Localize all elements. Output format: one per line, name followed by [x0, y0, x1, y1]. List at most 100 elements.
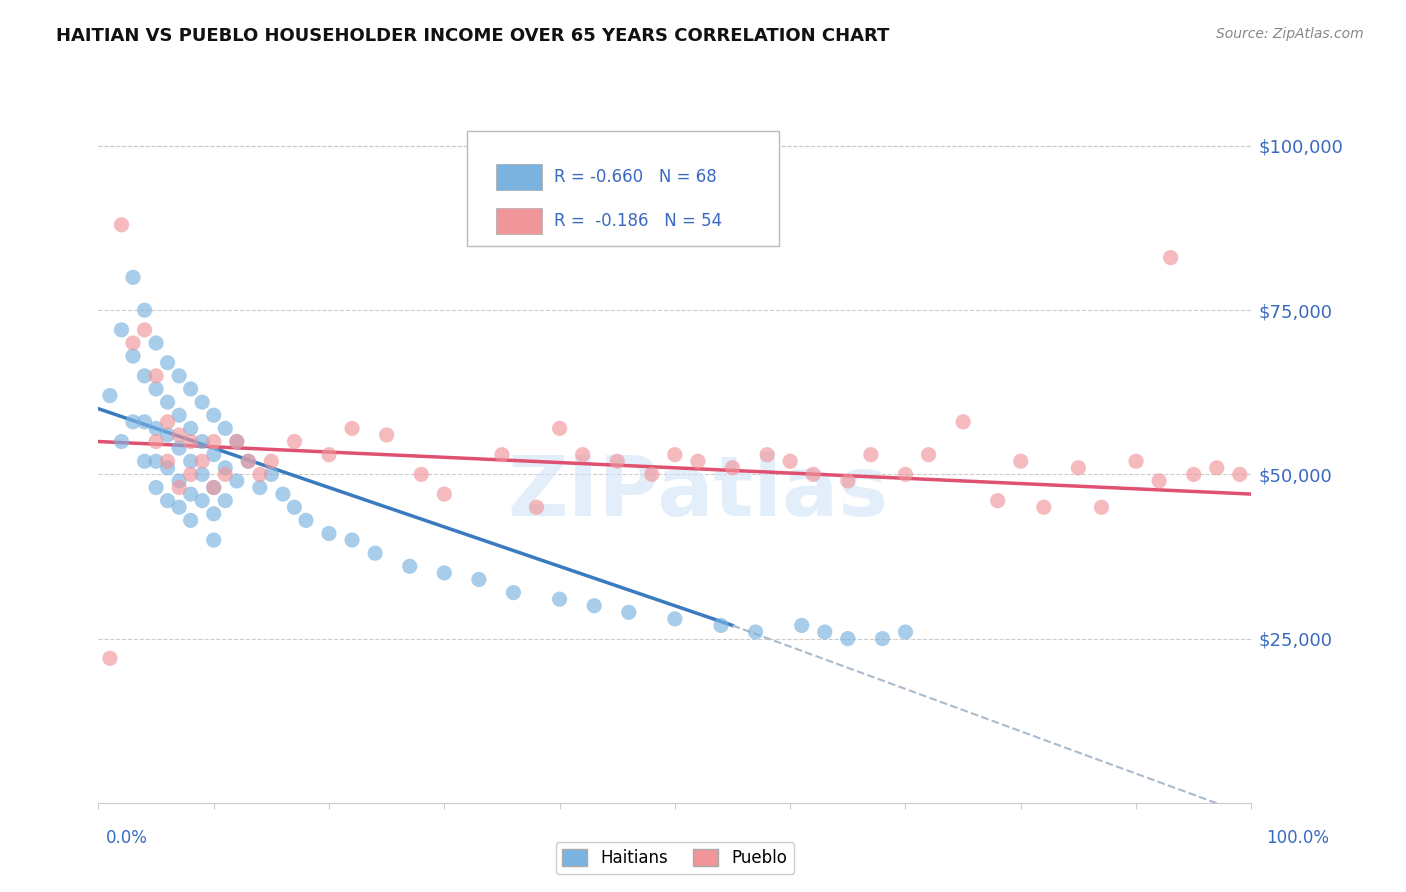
- Text: R = -0.660   N = 68: R = -0.660 N = 68: [554, 168, 717, 186]
- Point: [859, 448, 882, 462]
- Point: [1147, 474, 1170, 488]
- Point: [167, 481, 190, 495]
- Point: [167, 500, 190, 515]
- Point: [167, 428, 190, 442]
- Point: [468, 573, 491, 587]
- Point: [156, 428, 179, 442]
- Point: [145, 434, 167, 449]
- Point: [191, 493, 214, 508]
- Point: [191, 454, 214, 468]
- Point: [814, 625, 837, 640]
- Point: [249, 467, 271, 482]
- Point: [744, 625, 766, 640]
- Point: [110, 323, 132, 337]
- Point: [167, 474, 190, 488]
- Point: [502, 585, 524, 599]
- Point: [145, 421, 167, 435]
- Point: [260, 454, 283, 468]
- Point: [202, 481, 225, 495]
- Point: [214, 467, 236, 482]
- Point: [790, 618, 813, 632]
- Point: [801, 467, 824, 482]
- Point: [202, 434, 225, 449]
- Text: R =  -0.186   N = 54: R = -0.186 N = 54: [554, 212, 721, 230]
- Point: [526, 500, 548, 515]
- Point: [214, 421, 236, 435]
- Point: [1067, 460, 1090, 475]
- Point: [894, 467, 917, 482]
- Point: [156, 395, 179, 409]
- Point: [295, 513, 318, 527]
- Point: [156, 356, 179, 370]
- Point: [1010, 454, 1032, 468]
- Point: [202, 533, 225, 547]
- Point: [641, 467, 664, 482]
- Point: [571, 448, 593, 462]
- Point: [664, 612, 686, 626]
- Point: [779, 454, 801, 468]
- Point: [134, 415, 156, 429]
- Point: [837, 474, 859, 488]
- FancyBboxPatch shape: [496, 208, 543, 234]
- Point: [145, 336, 167, 351]
- Point: [238, 454, 260, 468]
- Point: [340, 421, 363, 435]
- Point: [664, 448, 686, 462]
- Point: [214, 460, 236, 475]
- Point: [180, 434, 202, 449]
- Point: [122, 270, 145, 285]
- Point: [167, 409, 190, 423]
- Point: [180, 454, 202, 468]
- Point: [721, 460, 744, 475]
- Point: [249, 481, 271, 495]
- Point: [238, 454, 260, 468]
- Point: [98, 651, 121, 665]
- Point: [191, 395, 214, 409]
- Point: [837, 632, 859, 646]
- Point: [398, 559, 420, 574]
- Point: [548, 592, 571, 607]
- Point: [156, 454, 179, 468]
- Point: [952, 415, 974, 429]
- Point: [283, 500, 305, 515]
- Point: [191, 467, 214, 482]
- Point: [202, 507, 225, 521]
- Point: [686, 454, 709, 468]
- Point: [1160, 251, 1182, 265]
- Point: [122, 415, 145, 429]
- Point: [202, 448, 225, 462]
- Point: [98, 388, 121, 402]
- Point: [134, 323, 156, 337]
- Point: [283, 434, 305, 449]
- Point: [260, 467, 283, 482]
- Point: [110, 218, 132, 232]
- Point: [214, 493, 236, 508]
- Point: [1032, 500, 1054, 515]
- Point: [180, 382, 202, 396]
- Point: [167, 441, 190, 455]
- Point: [364, 546, 387, 560]
- Point: [122, 349, 145, 363]
- Point: [340, 533, 363, 547]
- Point: [145, 382, 167, 396]
- Point: [318, 448, 340, 462]
- Point: [134, 368, 156, 383]
- Point: [1205, 460, 1227, 475]
- Point: [202, 481, 225, 495]
- Point: [1229, 467, 1251, 482]
- Point: [894, 625, 917, 640]
- Point: [411, 467, 433, 482]
- Point: [122, 336, 145, 351]
- Legend: Haitians, Pueblo: Haitians, Pueblo: [555, 842, 794, 874]
- Text: ZIPatlas: ZIPatlas: [508, 451, 889, 533]
- Point: [583, 599, 606, 613]
- Point: [156, 460, 179, 475]
- Point: [917, 448, 939, 462]
- Point: [987, 493, 1010, 508]
- Point: [756, 448, 779, 462]
- Point: [134, 454, 156, 468]
- FancyBboxPatch shape: [467, 131, 779, 246]
- Point: [180, 467, 202, 482]
- Text: 100.0%: 100.0%: [1265, 829, 1329, 847]
- Point: [167, 368, 190, 383]
